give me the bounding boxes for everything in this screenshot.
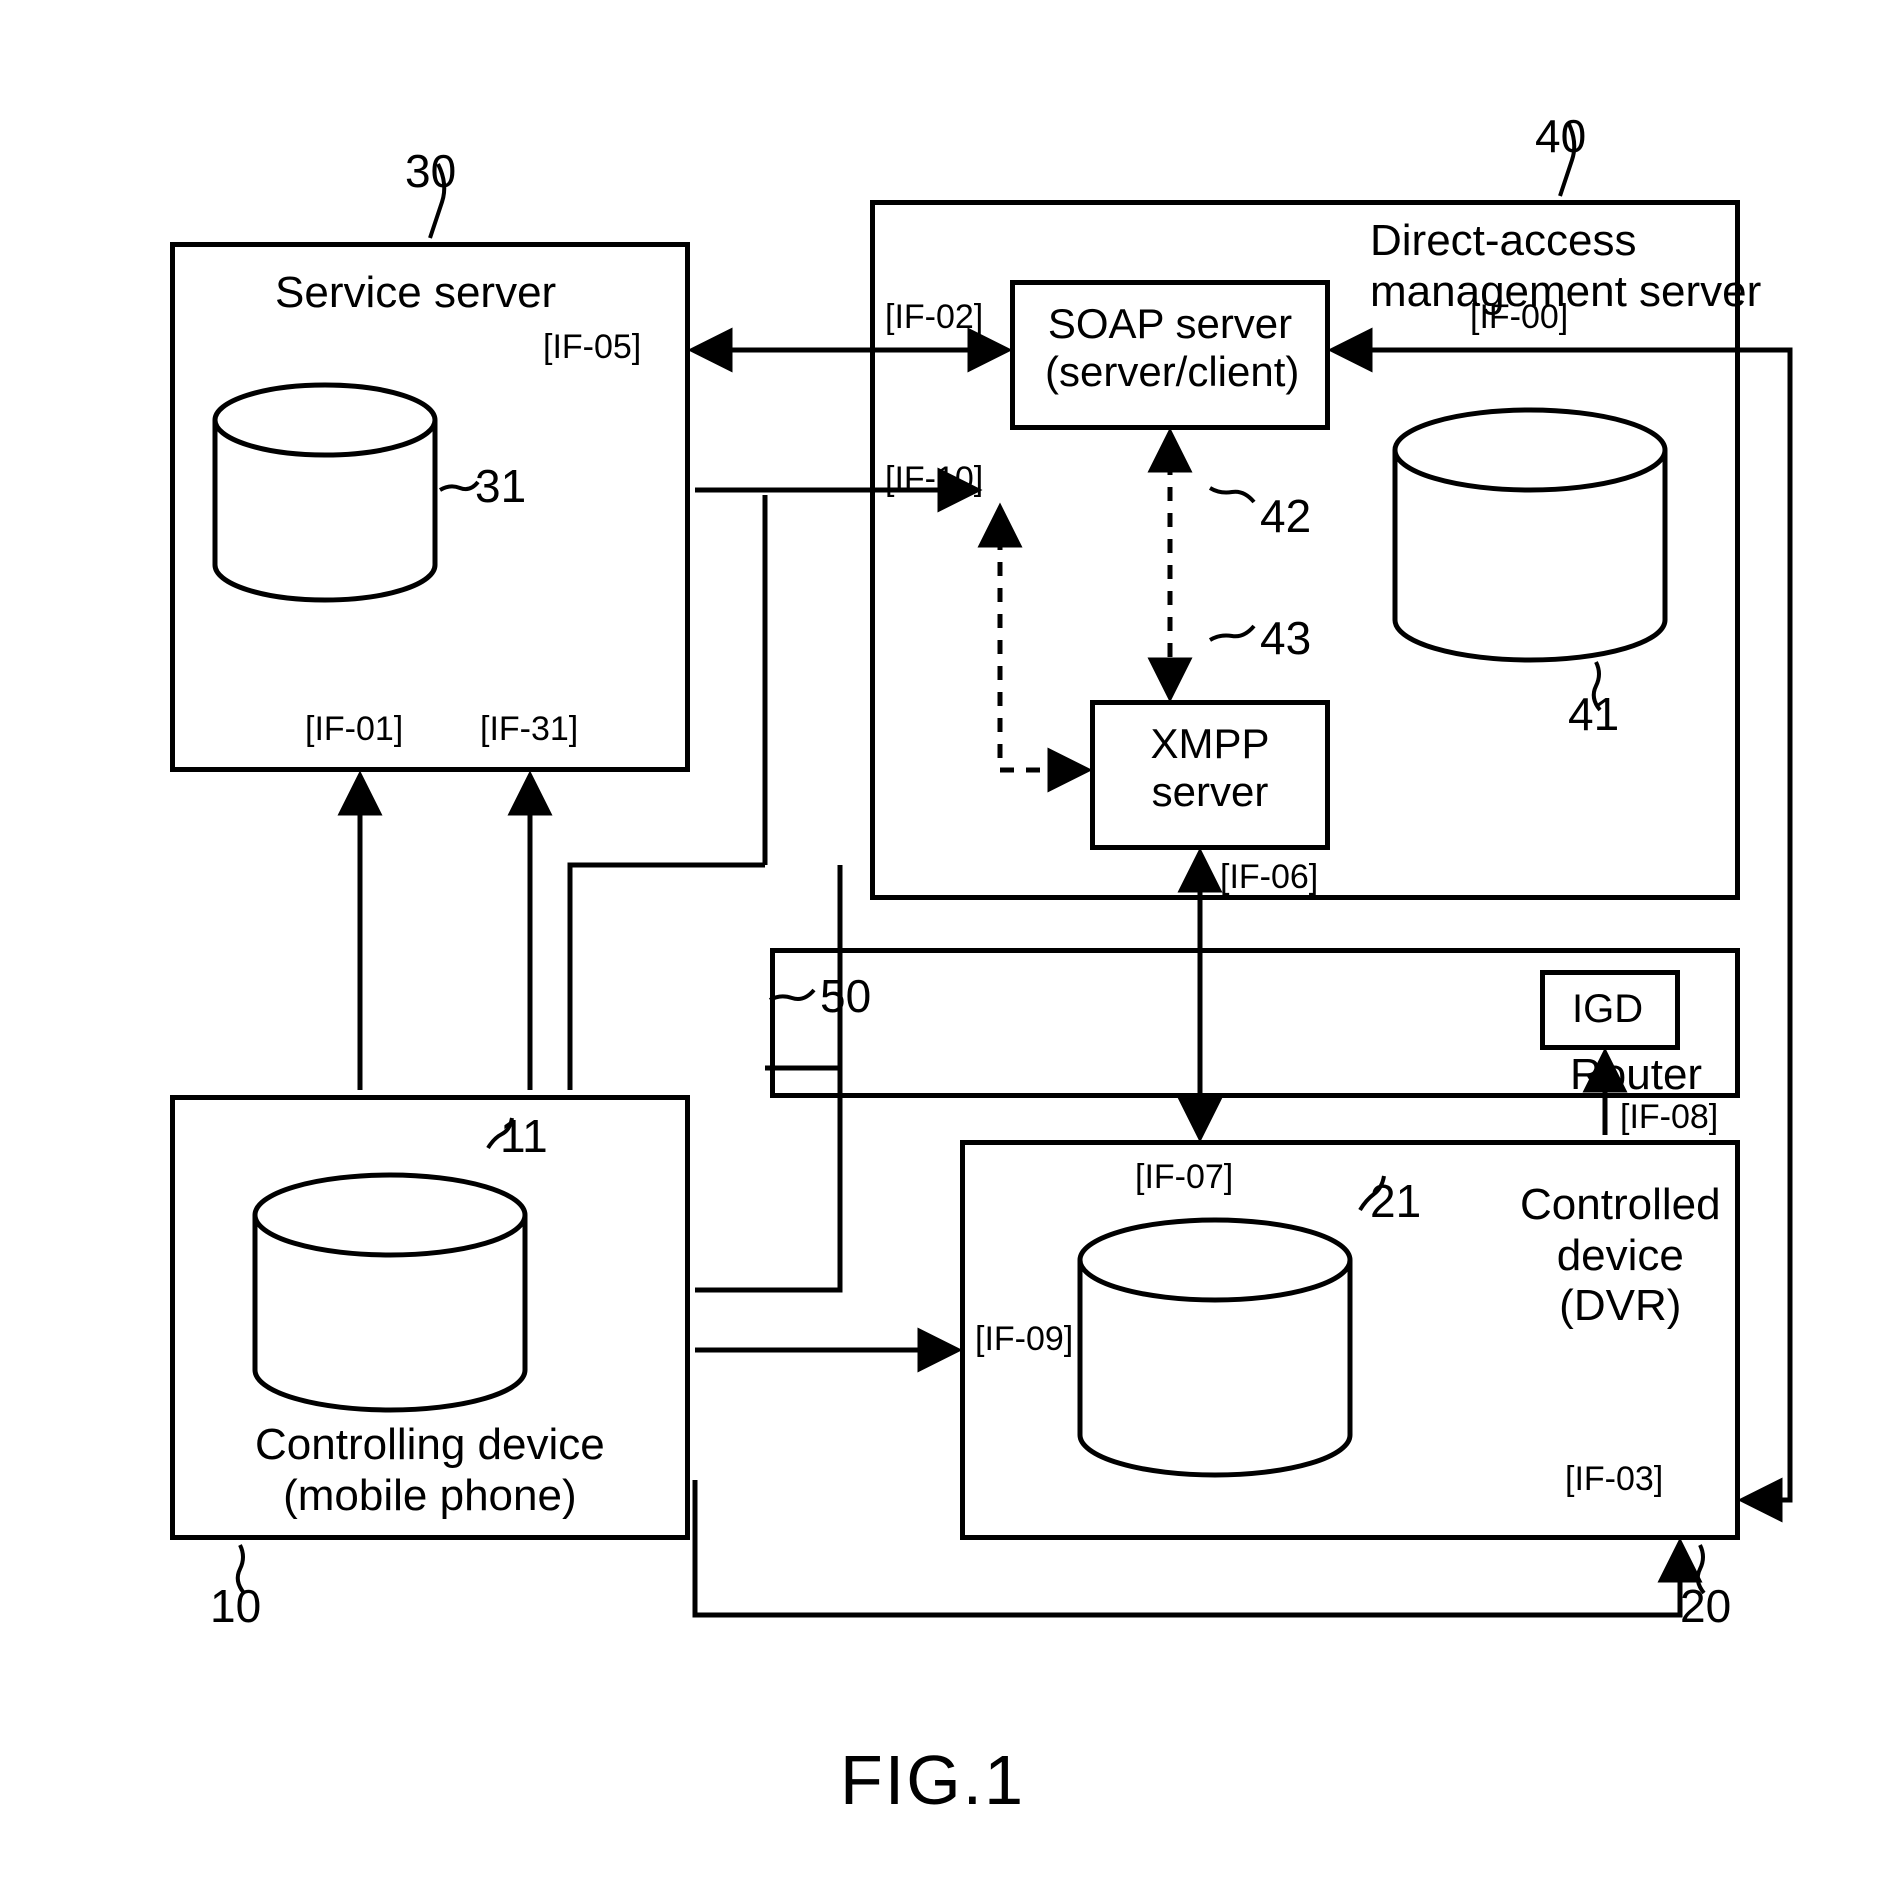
- diagram-canvas: Service server Direct-access management …: [0, 0, 1898, 1888]
- ref-20: 20: [1680, 1580, 1731, 1633]
- ref-10: 10: [210, 1580, 261, 1633]
- if-08: [IF-08]: [1620, 1098, 1718, 1137]
- ref-42: 42: [1260, 490, 1311, 543]
- if-05: [IF-05]: [543, 328, 641, 367]
- figure-caption: FIG.1: [840, 1740, 1025, 1820]
- if-10: [IF-10]: [885, 460, 983, 499]
- if-07: [IF-07]: [1135, 1158, 1233, 1197]
- title-router: Router: [1570, 1050, 1702, 1101]
- ref-21: 21: [1370, 1175, 1421, 1228]
- if-09: [IF-09]: [975, 1320, 1073, 1359]
- title-xmpp: XMPP server: [1135, 720, 1285, 817]
- ref-30: 30: [405, 145, 456, 198]
- if-03: [IF-03]: [1565, 1460, 1663, 1499]
- ref-41: 41: [1568, 688, 1619, 741]
- ref-11: 11: [500, 1110, 548, 1163]
- box-service-server: [170, 242, 690, 772]
- title-controlled-device: Controlled device (DVR): [1520, 1180, 1721, 1332]
- title-service-server: Service server: [275, 268, 556, 319]
- ref-40: 40: [1535, 110, 1586, 163]
- title-soap: SOAP server (server/client): [1045, 300, 1295, 397]
- ref-31: 31: [475, 460, 526, 513]
- ref-43: 43: [1260, 612, 1311, 665]
- title-igd: IGD: [1572, 986, 1643, 1032]
- if-31: [IF-31]: [480, 710, 578, 749]
- if-02: [IF-02]: [885, 298, 983, 337]
- if-00: [IF-00]: [1470, 298, 1568, 337]
- if-01: [IF-01]: [305, 710, 403, 749]
- if-06: [IF-06]: [1220, 858, 1318, 897]
- title-controlling-device: Controlling device (mobile phone): [255, 1420, 605, 1521]
- ref-50: 50: [820, 970, 871, 1023]
